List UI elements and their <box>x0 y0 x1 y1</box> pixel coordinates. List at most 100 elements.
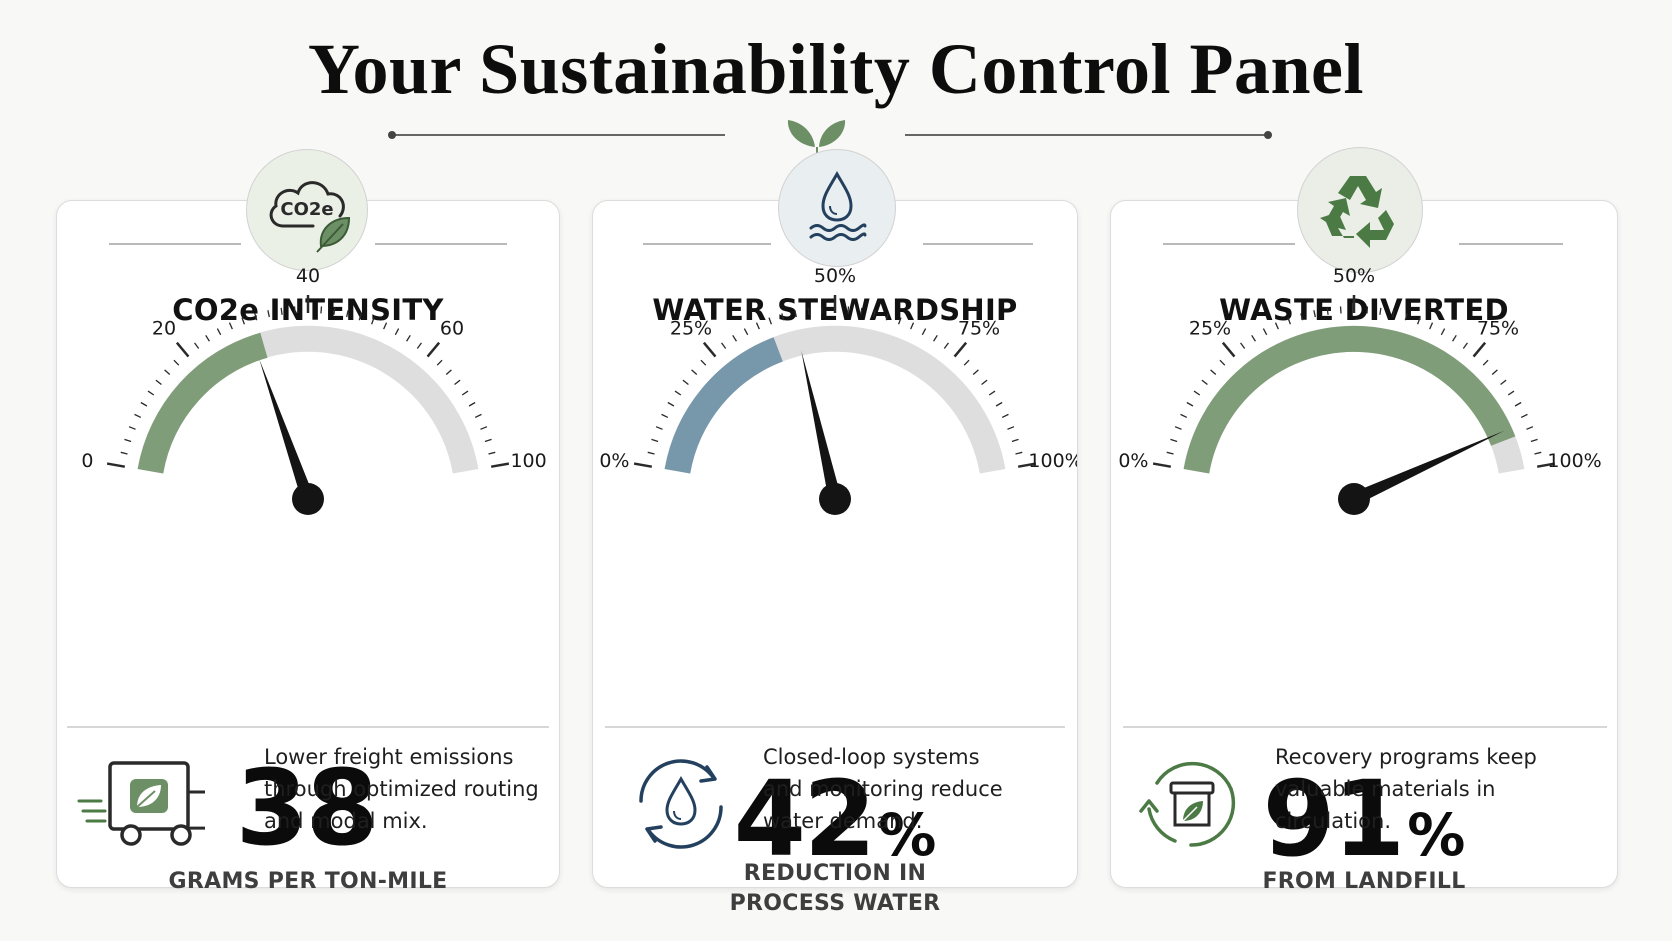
gauge-track <box>664 325 1006 474</box>
gauge-minor-tick <box>1530 438 1538 443</box>
metric-value: 91% <box>1111 767 1617 887</box>
gauge-hub <box>1338 483 1370 515</box>
gauge-tick-label: 0 <box>81 450 93 472</box>
card-title: WASTE DIVERTED <box>1219 293 1509 327</box>
page-title: Your Sustainability Control Panel <box>307 29 1365 109</box>
footer-text: Lower freight emissions through optimize… <box>264 741 549 837</box>
gauge-minor-tick <box>1482 359 1489 366</box>
gauge-needle <box>801 350 842 501</box>
gauge-major-tick <box>426 341 441 358</box>
card-header-rule <box>375 243 507 245</box>
gauge-minor-tick <box>1507 390 1515 396</box>
card-title: CO2e INTENSITY <box>172 293 444 327</box>
gauge-major-tick <box>1152 462 1172 468</box>
gauge-minor-tick <box>1210 369 1217 376</box>
gauge-minor-tick <box>155 379 162 385</box>
gauge-major-tick <box>1536 462 1556 468</box>
gauge-minor-tick <box>194 342 200 349</box>
gauge-minor-tick <box>1193 390 1201 396</box>
gauge-tick-label: 0% <box>599 450 629 472</box>
gauge-minor-tick <box>743 328 749 336</box>
gauge-needle <box>1351 430 1505 505</box>
gauge-minor-tick <box>406 334 411 342</box>
gauge-minor-tick <box>1166 451 1174 455</box>
gauge-minor-tick <box>147 390 155 396</box>
metric-subtitle: FROM LANDFILL <box>1111 867 1617 897</box>
gauge-minor-tick <box>995 401 1003 407</box>
footer-text: Closed-loop systems and monitoring reduc… <box>763 741 1063 837</box>
gauge-minor-tick <box>124 438 132 443</box>
card-co2e-intensity: CO2e CO2e INTENSITY 0 20 40 60 100 38 GRAMS … <box>56 149 560 894</box>
gauge-minor-tick <box>1180 413 1188 419</box>
gauge-minor-tick <box>484 438 492 443</box>
gauge-minor-tick <box>721 342 727 349</box>
co2-badge-label: CO2e <box>280 199 333 220</box>
gauge-minor-tick <box>1251 334 1256 342</box>
gauge-hub <box>819 483 851 515</box>
title-divider <box>388 120 1272 156</box>
metric-subtitle-line: FROM LANDFILL <box>1262 869 1466 894</box>
gauge-minor-tick <box>1500 379 1507 385</box>
gauge-minor-tick <box>1015 451 1023 455</box>
gauge-minor-tick <box>943 342 949 349</box>
gauge-fill <box>137 332 268 474</box>
gauge-minor-tick <box>173 359 180 366</box>
metric-subtitle-line: PROCESS WATER <box>729 891 941 916</box>
gauge-major-tick <box>1221 341 1236 358</box>
footer-line: and monitoring reduce <box>763 777 1003 801</box>
gauge-minor-tick <box>394 328 400 336</box>
card-header-rule <box>1459 243 1563 245</box>
gauge-minor-tick <box>216 328 222 336</box>
gauge-minor-tick <box>468 401 476 407</box>
gauge-minor-tick <box>488 451 496 455</box>
metric-subtitle: REDUCTION IN PROCESS WATER <box>593 859 1077 919</box>
gauge-minor-tick <box>1201 379 1208 385</box>
gauge-fill <box>664 337 784 474</box>
gauge-tick-label: 100 <box>510 450 546 472</box>
gauge-minor-tick <box>1219 359 1226 366</box>
gauge-minor-tick <box>682 379 689 385</box>
gauge-minor-tick <box>667 401 675 407</box>
gauge-minor-tick <box>1520 413 1528 419</box>
water-badge <box>778 149 896 267</box>
footer-text: Recovery programs keep valuable material… <box>1275 741 1605 837</box>
gauge-track <box>1183 325 1525 474</box>
metric-unit: % <box>878 801 937 869</box>
gauge-major-tick <box>490 462 510 468</box>
gauge-minor-tick <box>120 451 128 455</box>
gauge-minor-tick <box>1186 401 1194 407</box>
gauge-tick-label: 100% <box>1547 450 1601 472</box>
gauge-major-tick <box>953 341 968 358</box>
gauge-minor-tick <box>732 334 737 342</box>
gauge-minor-tick <box>1174 426 1182 430</box>
gauge-minor-tick <box>1170 438 1178 443</box>
gauge-major-tick <box>702 341 717 358</box>
gauge-major-tick <box>106 462 126 468</box>
gauge-minor-tick <box>1440 328 1446 336</box>
delivery-truck-leaf-icon <box>77 761 205 846</box>
footer-line: and modal mix. <box>264 809 428 833</box>
gauge-minor-tick <box>1491 369 1498 376</box>
footer-line: Recovery programs keep <box>1275 745 1537 769</box>
gauge-minor-tick <box>140 401 148 407</box>
gauge-minor-tick <box>1462 342 1468 349</box>
recovery-bin-icon <box>1139 761 1236 847</box>
gauge-minor-tick <box>988 390 996 396</box>
metric-value: 38 <box>57 756 559 876</box>
gauge: 0%25%50%75%100% <box>599 265 1077 515</box>
gauge-minor-tick <box>1526 426 1534 430</box>
footer-rule <box>1123 726 1607 728</box>
footer-line: Lower freight emissions <box>264 745 514 769</box>
card-header-rule <box>1163 243 1295 245</box>
gauge-minor-tick <box>647 451 655 455</box>
footer-line: valuable materials in <box>1275 777 1496 801</box>
gauge-major-tick <box>1472 341 1487 358</box>
water-drop-icon <box>809 170 867 241</box>
gauge-minor-tick <box>480 426 488 430</box>
recycle-badge <box>1297 147 1423 273</box>
gauge-minor-tick <box>921 328 927 336</box>
metric-number: 42 <box>733 758 877 880</box>
gauge-minor-tick <box>1514 401 1522 407</box>
gauge-minor-tick <box>933 334 938 342</box>
footer-line: circulation. <box>1275 809 1392 833</box>
